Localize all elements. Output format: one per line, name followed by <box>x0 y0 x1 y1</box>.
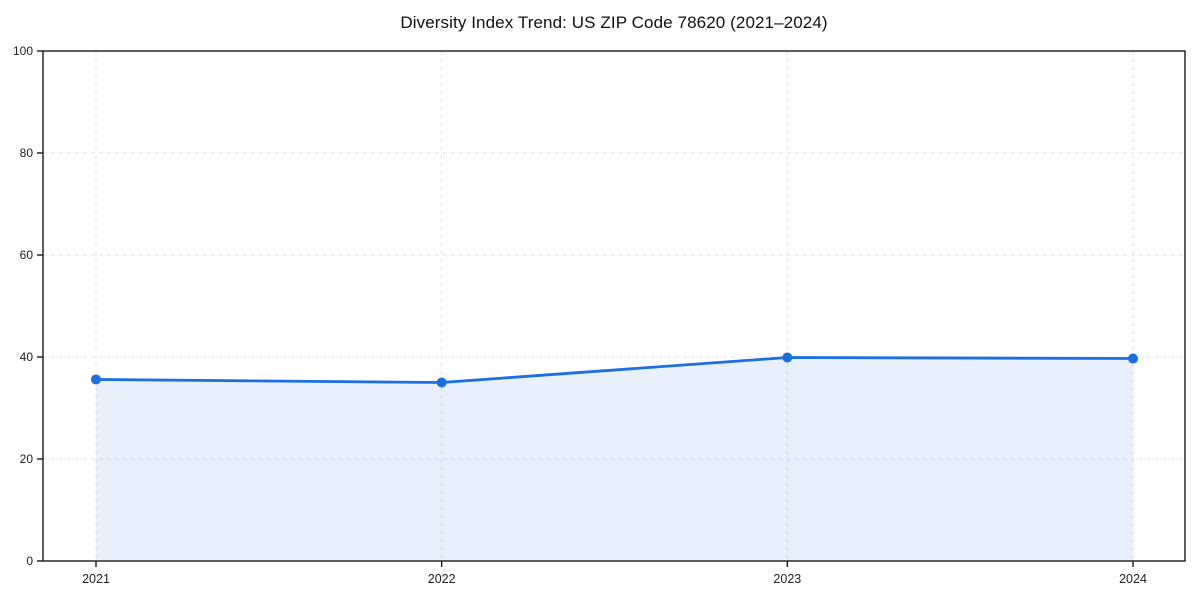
y-tick-label: 100 <box>13 44 33 58</box>
plot-border <box>42 50 1186 562</box>
x-tick-label: 2021 <box>82 572 110 586</box>
data-point-2024 <box>1128 353 1138 364</box>
data-point-2022 <box>436 377 447 388</box>
x-tick-label: 2023 <box>773 572 801 586</box>
y-tick-label: 40 <box>20 350 34 364</box>
y-tick-label: 80 <box>20 146 34 160</box>
y-tick-label: 0 <box>26 554 33 568</box>
data-point-2023 <box>782 352 793 363</box>
data-point-2021 <box>91 374 101 385</box>
x-tick-label: 2022 <box>428 572 456 586</box>
y-tick-label: 20 <box>20 452 34 466</box>
area-fill <box>96 357 1133 561</box>
trend-line <box>94 356 1135 384</box>
y-tick-label: 60 <box>20 248 34 262</box>
chart-title: Diversity Index Trend: US ZIP Code 78620… <box>400 13 828 32</box>
x-tick-label: 2024 <box>1119 572 1147 586</box>
